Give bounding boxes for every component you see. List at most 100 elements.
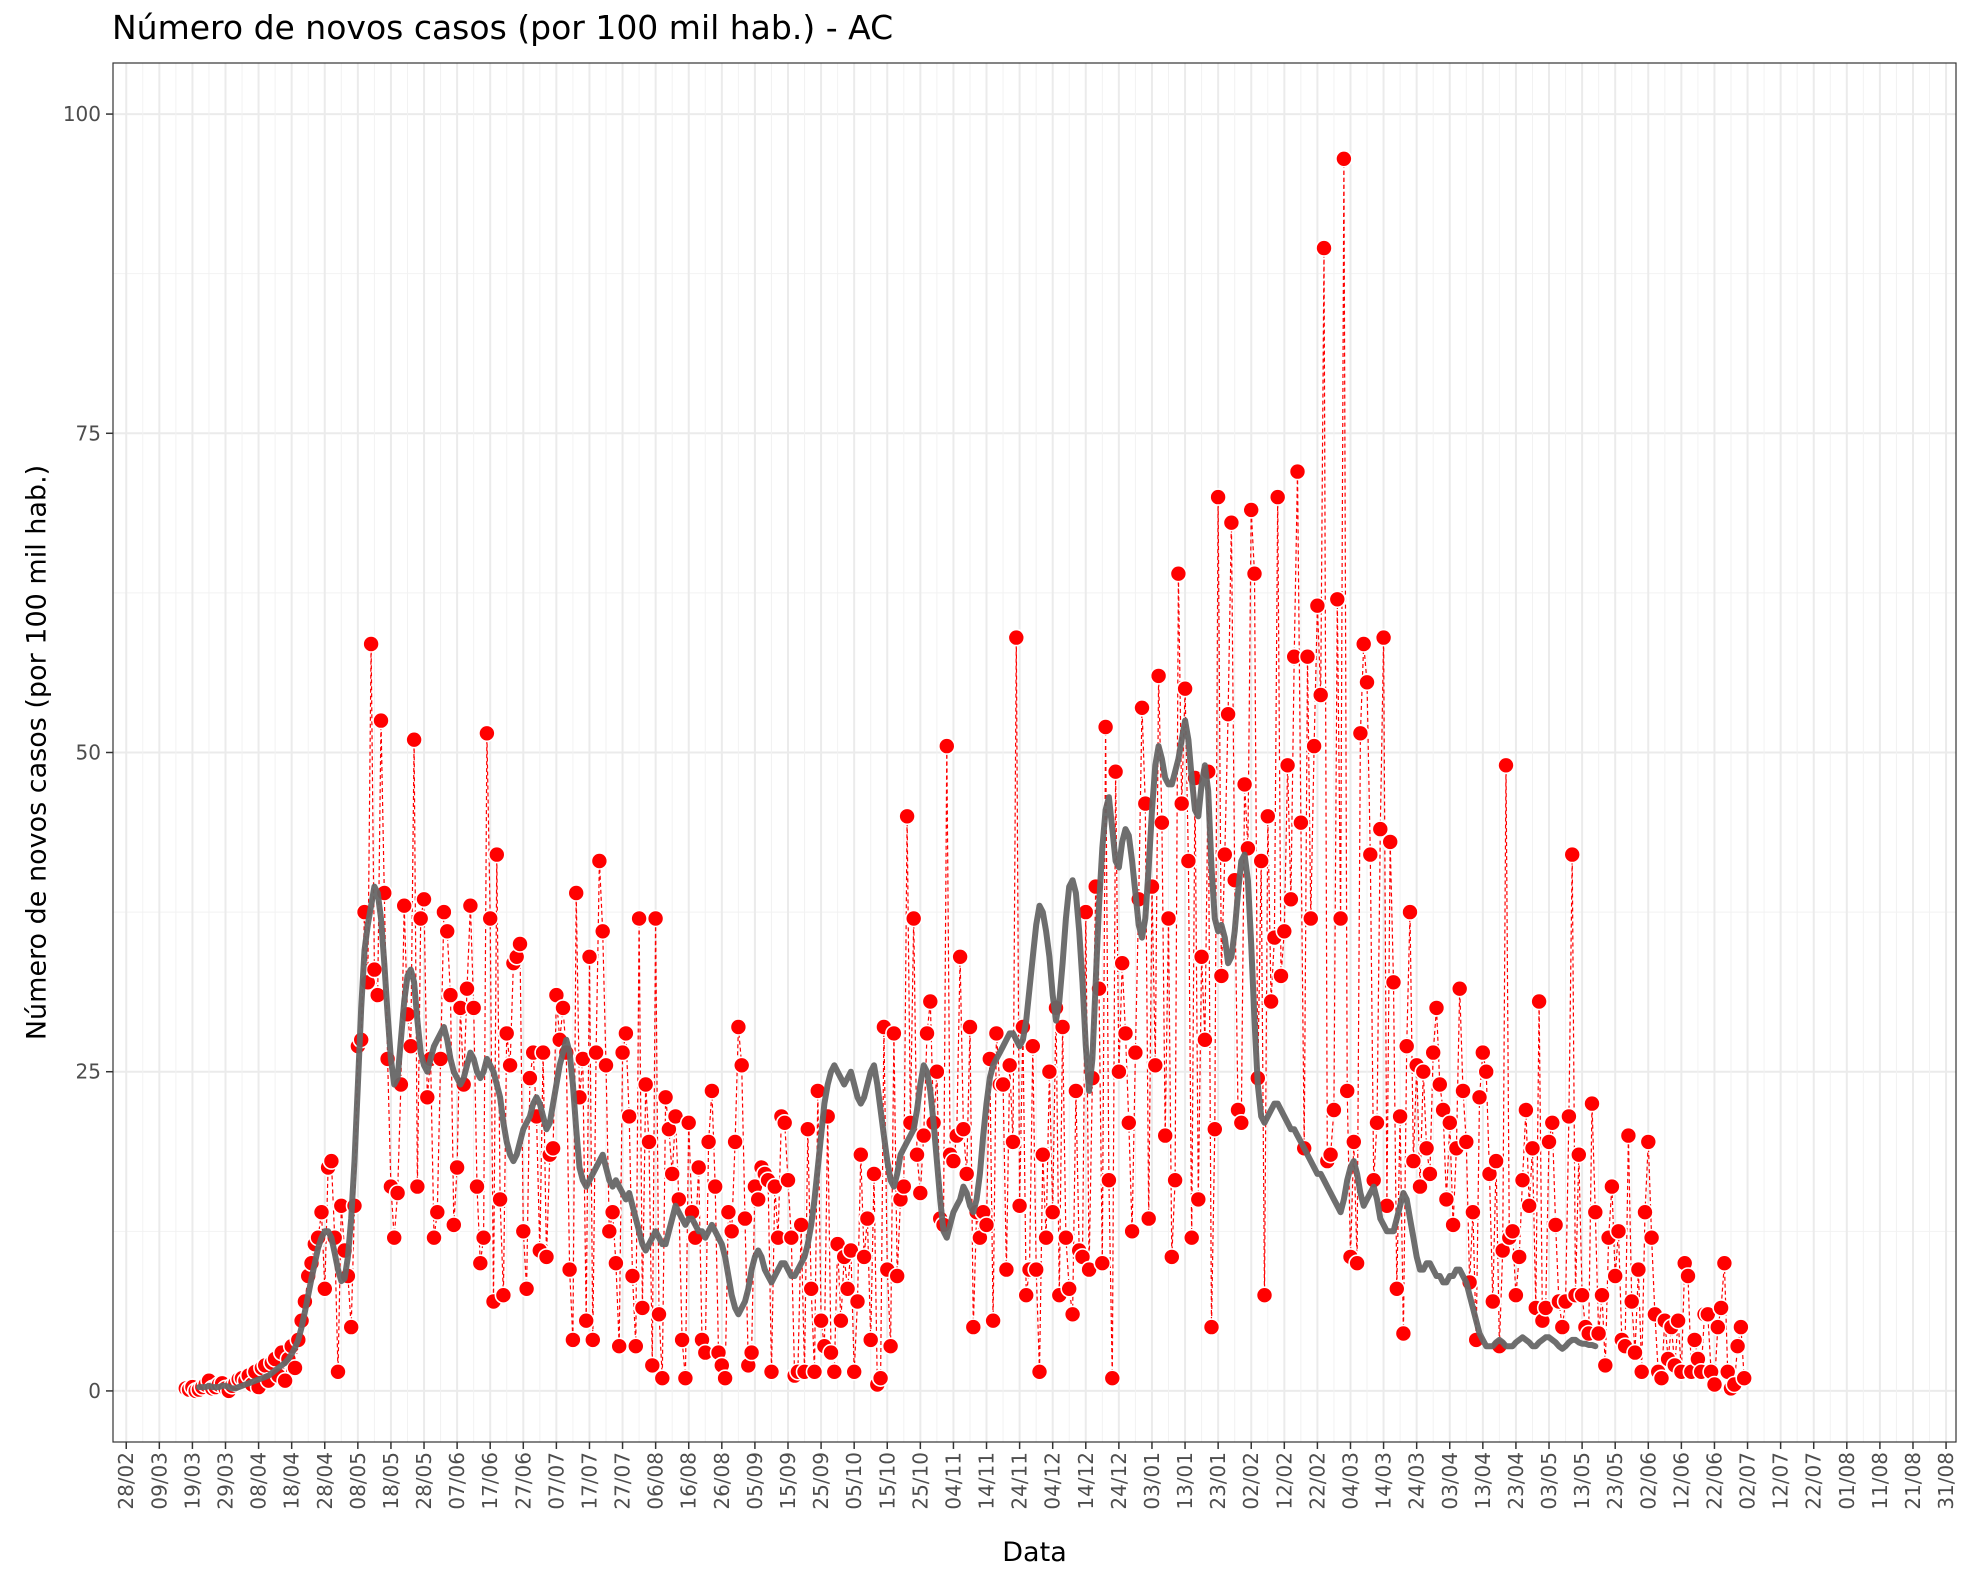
daily-cases-point xyxy=(600,1222,619,1241)
x-tick-label: 18/04 xyxy=(280,1452,304,1510)
daily-cases-point xyxy=(1583,1094,1601,1113)
daily-cases-point xyxy=(689,1158,708,1177)
x-tick-label: 06/08 xyxy=(644,1452,668,1510)
daily-cases-point xyxy=(1497,756,1515,775)
daily-cases-point xyxy=(1437,1190,1456,1209)
x-tick-label: 01/08 xyxy=(1835,1452,1859,1510)
daily-cases-point xyxy=(1477,1062,1495,1081)
daily-cases-point xyxy=(881,1337,900,1355)
daily-cases-point xyxy=(1126,1043,1145,1062)
daily-cases-point xyxy=(1189,1190,1208,1209)
x-tick-label: 13/01 xyxy=(1173,1452,1197,1510)
daily-cases-point xyxy=(1034,1145,1052,1164)
daily-cases-point xyxy=(1113,954,1131,973)
daily-cases-point xyxy=(1053,1018,1072,1036)
x-tick-label: 17/07 xyxy=(577,1452,601,1510)
x-tick-label: 03/05 xyxy=(1537,1452,1561,1510)
daily-cases-point xyxy=(858,1209,877,1228)
daily-cases-point xyxy=(322,1152,341,1170)
x-tick-label: 13/05 xyxy=(1570,1452,1594,1510)
daily-cases-point xyxy=(640,1133,658,1151)
daily-cases-point xyxy=(1216,845,1234,864)
daily-cases-point xyxy=(1652,1369,1671,1387)
daily-cases-point xyxy=(1596,1356,1615,1375)
daily-cases-point xyxy=(825,1363,844,1381)
daily-cases-point xyxy=(898,807,916,826)
x-tick-label: 19/03 xyxy=(180,1452,204,1510)
x-tick-label: 23/01 xyxy=(1206,1452,1230,1510)
daily-cases-point xyxy=(1421,1165,1439,1183)
x-tick-label: 04/03 xyxy=(1338,1452,1362,1510)
daily-cases-point xyxy=(663,1165,682,1183)
daily-cases-point xyxy=(315,1280,334,1298)
daily-cases-point xyxy=(1272,967,1290,985)
daily-cases-point xyxy=(1219,705,1237,724)
daily-cases-point xyxy=(1133,698,1151,717)
x-tick-label: 12/07 xyxy=(1769,1452,1793,1510)
daily-cases-point xyxy=(1507,1286,1525,1304)
daily-cases-point xyxy=(1100,1171,1118,1189)
x-tick-label: 14/11 xyxy=(975,1452,999,1510)
daily-cases-point xyxy=(554,999,572,1017)
daily-cases-point xyxy=(458,979,476,998)
x-tick-label: 02/06 xyxy=(1636,1452,1660,1510)
daily-cases-point xyxy=(1411,1177,1429,1196)
daily-cases-point xyxy=(1030,1363,1049,1381)
daily-cases-point xyxy=(911,1184,930,1202)
x-tick-label: 09/03 xyxy=(147,1452,171,1510)
daily-cases-point xyxy=(597,1056,615,1075)
daily-cases-point xyxy=(1397,1037,1416,1055)
daily-cases-point xyxy=(1523,1139,1542,1158)
x-tick-label: 25/10 xyxy=(908,1452,932,1510)
daily-cases-point xyxy=(1414,1062,1433,1081)
x-tick-label: 03/01 xyxy=(1140,1452,1164,1510)
daily-cases-point xyxy=(1252,852,1270,870)
axis-layer: 0 25 50 75 100 28/02 09/03 19/03 29/03 08/04 18/04… xyxy=(63,102,1958,1510)
daily-cases-point xyxy=(491,1190,509,1209)
daily-cases-point xyxy=(937,737,956,755)
daily-cases-point xyxy=(848,1292,867,1311)
daily-cases-point xyxy=(1732,1318,1750,1336)
x-tick-label: 17/06 xyxy=(478,1452,502,1510)
daily-cases-point xyxy=(861,1331,880,1349)
daily-cases-point xyxy=(1282,890,1300,909)
daily-cases-point xyxy=(362,635,380,653)
x-tick-label: 02/02 xyxy=(1239,1452,1263,1510)
daily-cases-point xyxy=(1212,967,1231,985)
daily-cases-point xyxy=(1510,1248,1528,1266)
daily-cases-point xyxy=(1007,628,1026,647)
daily-cases-point xyxy=(732,1056,751,1075)
x-tick-label: 16/08 xyxy=(677,1452,701,1510)
x-tick-label: 15/10 xyxy=(875,1452,899,1510)
daily-cases-point xyxy=(944,1152,963,1170)
daily-cases-point xyxy=(646,909,665,928)
daily-cases-point xyxy=(517,1280,536,1298)
daily-cases-point xyxy=(1106,762,1125,781)
daily-cases-point xyxy=(812,1311,830,1330)
daily-cases-point xyxy=(851,1145,870,1164)
x-tick-label: 31/08 xyxy=(1934,1452,1958,1510)
x-tick-label: 25/09 xyxy=(809,1452,833,1510)
daily-cases-point xyxy=(1328,590,1347,609)
x-tick-label: 03/04 xyxy=(1438,1452,1462,1510)
daily-cases-point xyxy=(964,1318,983,1336)
x-tick-label: 07/06 xyxy=(445,1452,469,1510)
daily-cases-point xyxy=(1096,718,1115,736)
daily-cases-point xyxy=(1156,1126,1174,1145)
daily-cases-point xyxy=(908,1145,926,1164)
daily-cases-point xyxy=(564,1331,582,1349)
daily-cases-point xyxy=(1487,1152,1505,1170)
daily-cases-point xyxy=(1685,1331,1704,1349)
daily-cases-point xyxy=(1626,1343,1644,1362)
x-tick-label: 24/12 xyxy=(1107,1452,1131,1510)
daily-cases-point xyxy=(448,1158,466,1177)
x-tick-label: 23/05 xyxy=(1603,1452,1627,1510)
daily-cases-point xyxy=(1464,1203,1482,1221)
x-tick-label: 28/04 xyxy=(313,1452,337,1510)
daily-cases-point xyxy=(1361,845,1380,864)
daily-cases-point xyxy=(1305,737,1323,755)
daily-cases-point xyxy=(1259,807,1277,826)
daily-cases-point xyxy=(1351,724,1370,743)
daily-cases-point xyxy=(1593,1286,1611,1304)
